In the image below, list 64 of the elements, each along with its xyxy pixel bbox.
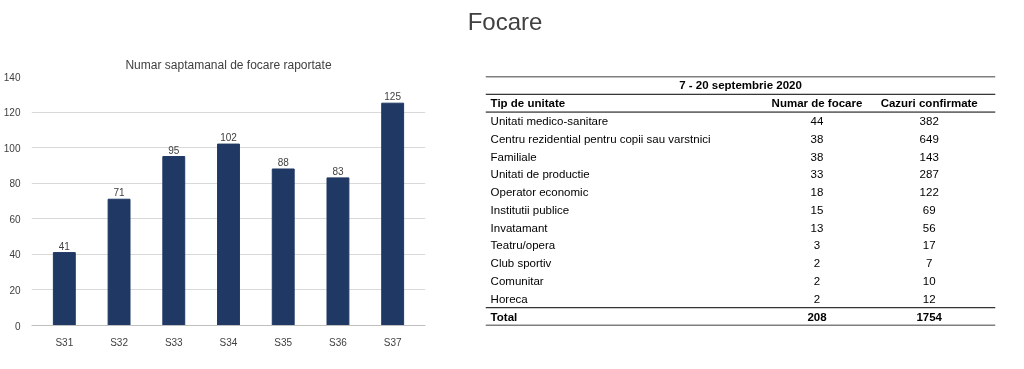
x-tick-label: S36: [329, 336, 348, 348]
data-label: 71: [113, 187, 126, 199]
y-tick-label: 140: [3, 71, 21, 83]
data-label: 38: [810, 132, 824, 145]
x-tick-label: S37: [383, 336, 402, 348]
y-tick-label: 20: [9, 284, 21, 296]
data-label: 44: [810, 114, 824, 127]
text: Numar de focare: [771, 97, 863, 110]
data-label: 287: [919, 168, 939, 181]
data-label: 2: [813, 257, 821, 270]
chart-title: Numar saptamanal de focare raportate: [125, 57, 332, 72]
data-label: 95: [168, 144, 180, 156]
data-label: 143: [919, 150, 939, 163]
data-label: 102: [220, 132, 238, 144]
text: Total: [490, 310, 518, 323]
category-label: Invatamant: [490, 221, 549, 234]
x-tick-label: S35: [274, 336, 293, 348]
data-label: 125: [384, 91, 402, 103]
data-label: 3: [813, 239, 821, 252]
y-tick-label: 120: [3, 107, 21, 119]
y-tick-label: 80: [9, 178, 21, 190]
y-tick-label: 40: [9, 249, 21, 261]
category-label: Teatru/opera: [490, 239, 556, 252]
data-label: 38: [810, 150, 824, 163]
y-tick-label: 100: [3, 142, 21, 154]
category-label: Operator economic: [490, 186, 589, 199]
y-tick-label: 0: [14, 320, 21, 332]
x-tick-label: S31: [55, 336, 74, 348]
category-label: Institutii publice: [490, 203, 570, 216]
category-label: Unitati de productie: [490, 168, 590, 181]
data-label: 2: [813, 275, 821, 288]
category-label: Comunitar: [490, 275, 544, 288]
data-label: 88: [277, 156, 290, 168]
text: 208: [807, 310, 827, 323]
data-label: 15: [810, 203, 824, 216]
data-label: 41: [58, 240, 71, 252]
category-label: Club sportiv: [490, 257, 552, 270]
data-label: 13: [810, 221, 824, 234]
text: Focare: [467, 7, 543, 37]
data-label: 69: [922, 203, 936, 216]
data-label: 122: [919, 186, 939, 199]
y-tick-label: 60: [9, 213, 21, 225]
data-label: 17: [922, 239, 936, 252]
category-label: Centru rezidential pentru copii sau varstnici: [490, 132, 711, 145]
x-tick-label: S32: [110, 336, 129, 348]
x-tick-label: S34: [219, 336, 238, 348]
data-label: 56: [922, 221, 936, 234]
data-label: 12: [922, 292, 936, 305]
data-label: 33: [810, 168, 824, 181]
data-label: 2: [813, 292, 821, 305]
category-label: Horeca: [490, 292, 529, 305]
data-label: 18: [810, 186, 824, 199]
category-label: Familiale: [490, 150, 537, 163]
category-label: Unitati medico-sanitare: [490, 114, 609, 127]
data-label: 649: [919, 132, 939, 145]
text: 7 - 20 septembrie 2020: [679, 79, 802, 92]
x-tick-label: S33: [164, 336, 184, 348]
data-label: 382: [919, 114, 939, 127]
data-label: 83: [332, 165, 344, 177]
data-label: 10: [922, 275, 936, 288]
data-label: 7: [926, 257, 933, 270]
text: Cazuri confirmate: [880, 97, 978, 110]
text: 1754: [916, 310, 942, 323]
legend-title: Tip de unitate: [490, 97, 566, 110]
